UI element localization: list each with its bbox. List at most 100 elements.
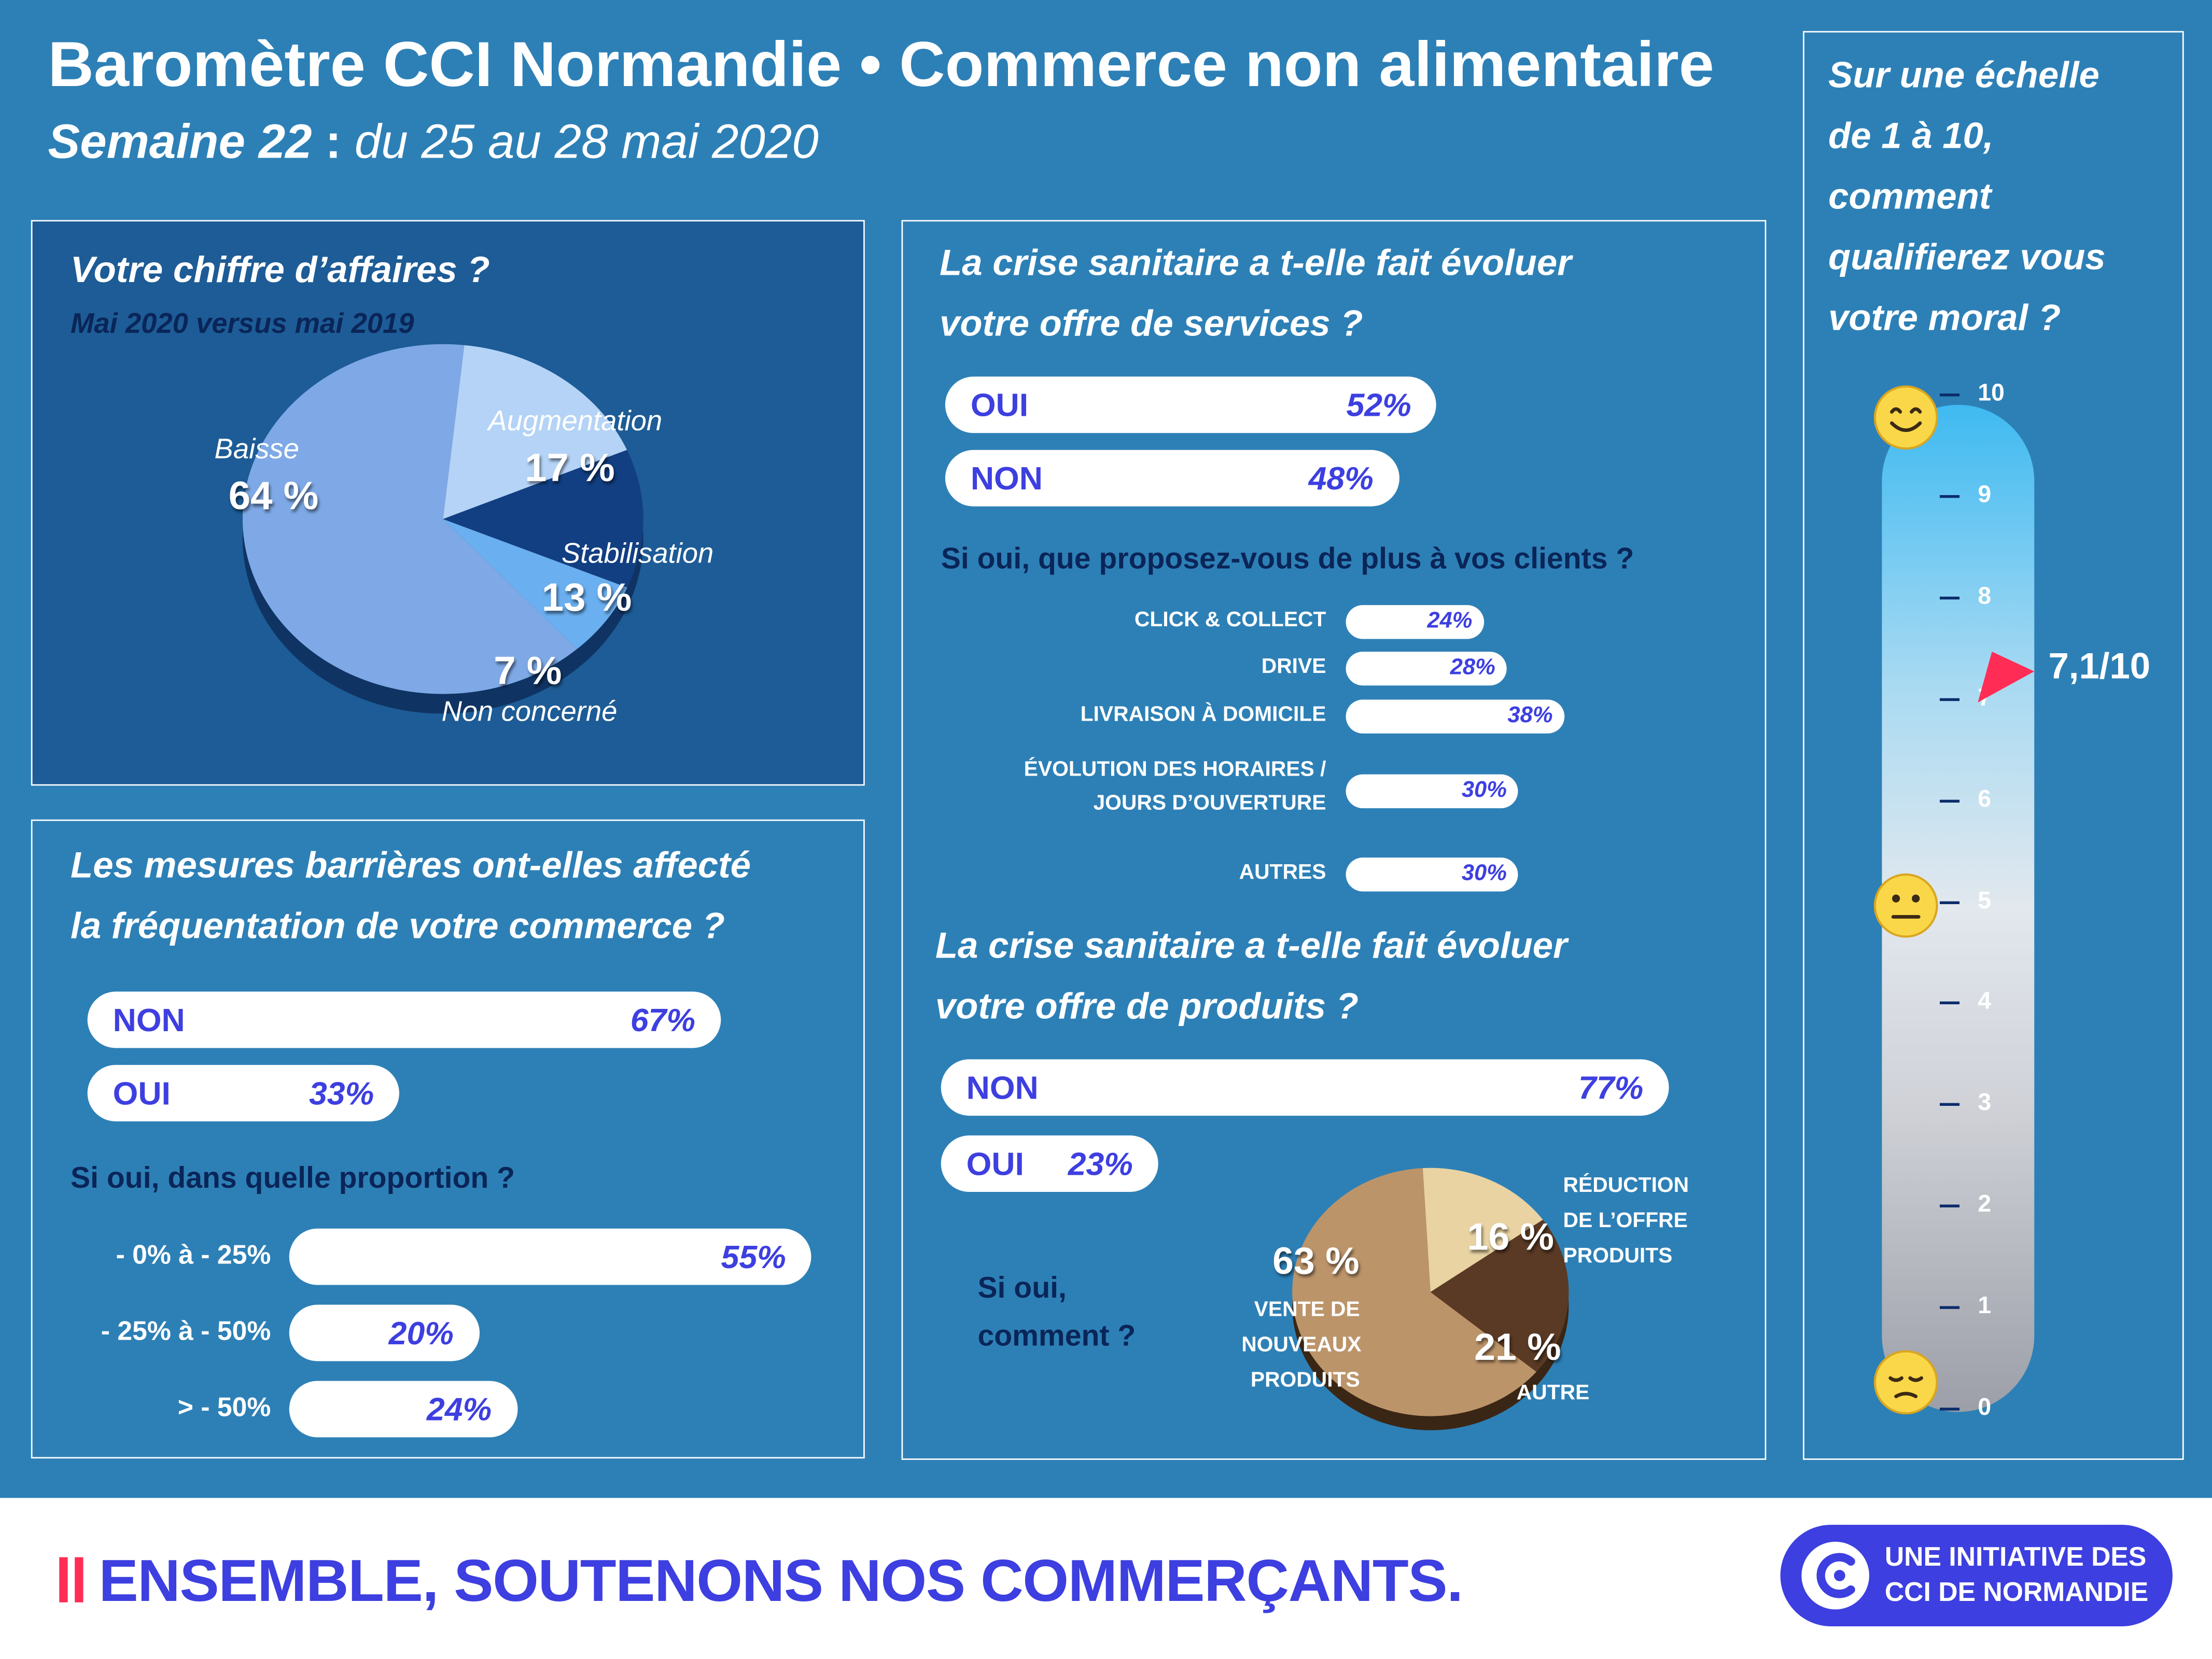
proportion-value-2: 20%: [388, 1314, 454, 1352]
pie-slice-non-concerne: [443, 519, 627, 649]
morale-score-label: 7,1/10: [2048, 643, 2151, 686]
revenue-label-non-concerne: Non concerné: [441, 697, 618, 728]
service-bar-click-collect[interactable]: 24%: [1346, 605, 1484, 639]
service-label-evolution-des-horaires-jours-d-ouverture-line2: JOURS D’OUVERTURE: [1093, 791, 1326, 816]
morale-title-line4: qualifierez vous: [1828, 235, 2106, 278]
service-bar-livraison-a-domicile[interactable]: 38%: [1346, 699, 1564, 734]
bar-value-oui: 52%: [1346, 386, 1411, 424]
services-evolved-bar-oui[interactable]: OUI 52%: [945, 376, 1437, 433]
service-label-livraison-a-domicile-line1: LIVRAISON À DOMICILE: [1080, 702, 1326, 727]
service-bar-drive[interactable]: 28%: [1346, 651, 1507, 686]
revenue-subtitle: Mai 2020 versus mai 2019: [71, 308, 414, 340]
products-question-line1: Si oui,: [977, 1272, 1067, 1305]
morale-tick-8: 8: [1978, 582, 1992, 609]
products-label-reduction-de-l-offre-produits-line3: PRODUITS: [1563, 1244, 1673, 1268]
pie-slice-baisse: [242, 344, 577, 694]
bar-label-non: NON: [113, 1001, 185, 1038]
services-evolved-bar-non[interactable]: NON 48%: [945, 449, 1399, 507]
revenue-value-baisse: 64 %: [228, 474, 319, 518]
morale-tick-mark-4: [1939, 1002, 1960, 1005]
revenue-value-stabilisation: 13 %: [541, 575, 632, 620]
morale-tick-9: 9: [1978, 481, 1992, 508]
offer-panel: [901, 220, 1767, 1460]
products-value-vente-de-nouveaux-produits: 63 %: [1272, 1240, 1360, 1283]
products-value-autre: 21 %: [1474, 1326, 1561, 1369]
bar-value-oui: 33%: [309, 1075, 374, 1112]
bar-label-oui: OUI: [970, 386, 1029, 424]
bar-label-non: NON: [970, 459, 1043, 497]
products-label-reduction-de-l-offre-produits-line1: RÉDUCTION: [1563, 1173, 1689, 1198]
bar-value-non: 67%: [630, 1001, 696, 1038]
morale-tick-mark-10: [1939, 393, 1960, 397]
service-value-evolution-des-horaires-jours-d-ouverture: 30%: [1461, 778, 1507, 803]
morale-title-line3: comment: [1828, 175, 1992, 217]
cci-badge[interactable]: UNE INITIATIVE DES CCI DE NORMANDIE: [1780, 1525, 2173, 1626]
service-value-drive: 28%: [1450, 656, 1495, 680]
revenue-label-stabilisation: Stabilisation: [561, 539, 714, 570]
service-label-drive-line1: DRIVE: [1261, 654, 1326, 679]
morale-tick-mark-3: [1939, 1103, 1960, 1106]
morale-panel: [1803, 31, 2184, 1460]
barrier-affected-bar-non[interactable]: NON 67%: [87, 991, 721, 1048]
pie-slice-stabilisation: [443, 449, 643, 588]
slogan-mark-icon: [59, 1557, 85, 1602]
service-label-evolution-des-horaires-jours-d-ouverture-line1: ÉVOLUTION DES HORAIRES /: [1024, 757, 1326, 782]
page-title: Baromètre CCI Normandie • Commerce non a…: [48, 28, 1714, 101]
bar-value-oui: 23%: [1068, 1145, 1133, 1182]
bar-label-non: NON: [966, 1069, 1039, 1106]
revenue-pie-chart: [242, 344, 643, 714]
barrier-panel: [31, 819, 865, 1459]
pie-slice-autre: [1430, 1219, 1569, 1372]
revenue-label-augmentation: Augmentation: [488, 406, 663, 438]
products-label-vente-de-nouveaux-produits-line3: PRODUITS: [1250, 1368, 1360, 1393]
proportion-label-3: > - 50%: [177, 1394, 271, 1424]
revenue-label-baisse: Baisse: [214, 434, 299, 466]
barrier-title-line2: la fréquentation de votre commerce ?: [71, 904, 725, 947]
service-bar-autres[interactable]: 30%: [1346, 857, 1518, 892]
morale-tick-1: 1: [1978, 1292, 1992, 1319]
products-title-line1: La crise sanitaire a t-elle fait évoluer: [935, 924, 1567, 966]
barrier-affected-bar-oui[interactable]: OUI 33%: [87, 1065, 400, 1121]
products-label-vente-de-nouveaux-produits-line2: NOUVEAUX: [1241, 1333, 1362, 1357]
barrier-subtitle: Si oui, dans quelle proportion ?: [71, 1162, 515, 1195]
cci-logo-icon: [1800, 1540, 1871, 1611]
bar-value-non: 48%: [1308, 459, 1374, 497]
proportion-label-2: - 25% à - 50%: [101, 1317, 271, 1347]
morale-tick-4: 4: [1978, 988, 1992, 1015]
barrier-title-line1: Les mesures barrières ont-elles affecté: [71, 843, 751, 886]
products-title-line2: votre offre de produits ?: [935, 985, 1359, 1027]
morale-title-line1: Sur une échelle: [1828, 53, 2099, 96]
service-label-click-collect-line1: CLICK & COLLECT: [1134, 608, 1326, 632]
morale-tick-mark-7: [1939, 697, 1960, 701]
service-value-click-collect: 24%: [1427, 609, 1473, 634]
products-evolved-bar-oui[interactable]: OUI 23%: [941, 1135, 1158, 1192]
morale-title-line5: votre moral ?: [1828, 296, 2061, 339]
products-evolved-bar-non[interactable]: NON 77%: [941, 1059, 1669, 1116]
products-value-reduction-de-l-offre-produits: 16 %: [1467, 1216, 1554, 1258]
morale-tick-mark-6: [1939, 799, 1960, 802]
products-label-vente-de-nouveaux-produits-line1: VENTE DE: [1254, 1298, 1360, 1322]
proportion-bar-3[interactable]: 24%: [289, 1381, 517, 1438]
pie-slice-augmentation: [443, 345, 627, 519]
proportion-bar-2[interactable]: 20%: [289, 1304, 479, 1361]
products-pie-chart: [1292, 1168, 1569, 1430]
morale-face-sad-icon: [1873, 1350, 1938, 1415]
morale-tick-mark-5: [1939, 901, 1960, 904]
morale-tick-mark-0: [1939, 1408, 1960, 1411]
products-label-autre-line1: AUTRE: [1516, 1381, 1590, 1405]
service-label-autres-line1: AUTRES: [1239, 860, 1326, 884]
badge-line2: CCI DE NORMANDIE: [1884, 1578, 2149, 1608]
revenue-value-augmentation: 17 %: [525, 445, 615, 490]
service-value-livraison-a-domicile: 38%: [1507, 704, 1553, 728]
bar-value-non: 77%: [1578, 1069, 1644, 1106]
products-label-reduction-de-l-offre-produits-line2: DE L’OFFRE: [1563, 1208, 1688, 1233]
proportion-bar-1[interactable]: 55%: [289, 1228, 811, 1285]
morale-tick-mark-9: [1939, 495, 1960, 498]
revenue-title: Votre chiffre d’affaires ?: [71, 248, 490, 291]
week-dates: du 25 au 28 mai 2020: [354, 116, 819, 170]
service-bar-evolution-des-horaires-jours-d-ouverture[interactable]: 30%: [1346, 774, 1518, 808]
morale-tick-0: 0: [1978, 1394, 1992, 1421]
morale-tick-3: 3: [1978, 1089, 1992, 1116]
service-value-autres: 30%: [1461, 862, 1507, 886]
footer-slogan: ENSEMBLE, SOUTENONS NOS COMMERÇANTS.: [99, 1547, 1463, 1614]
